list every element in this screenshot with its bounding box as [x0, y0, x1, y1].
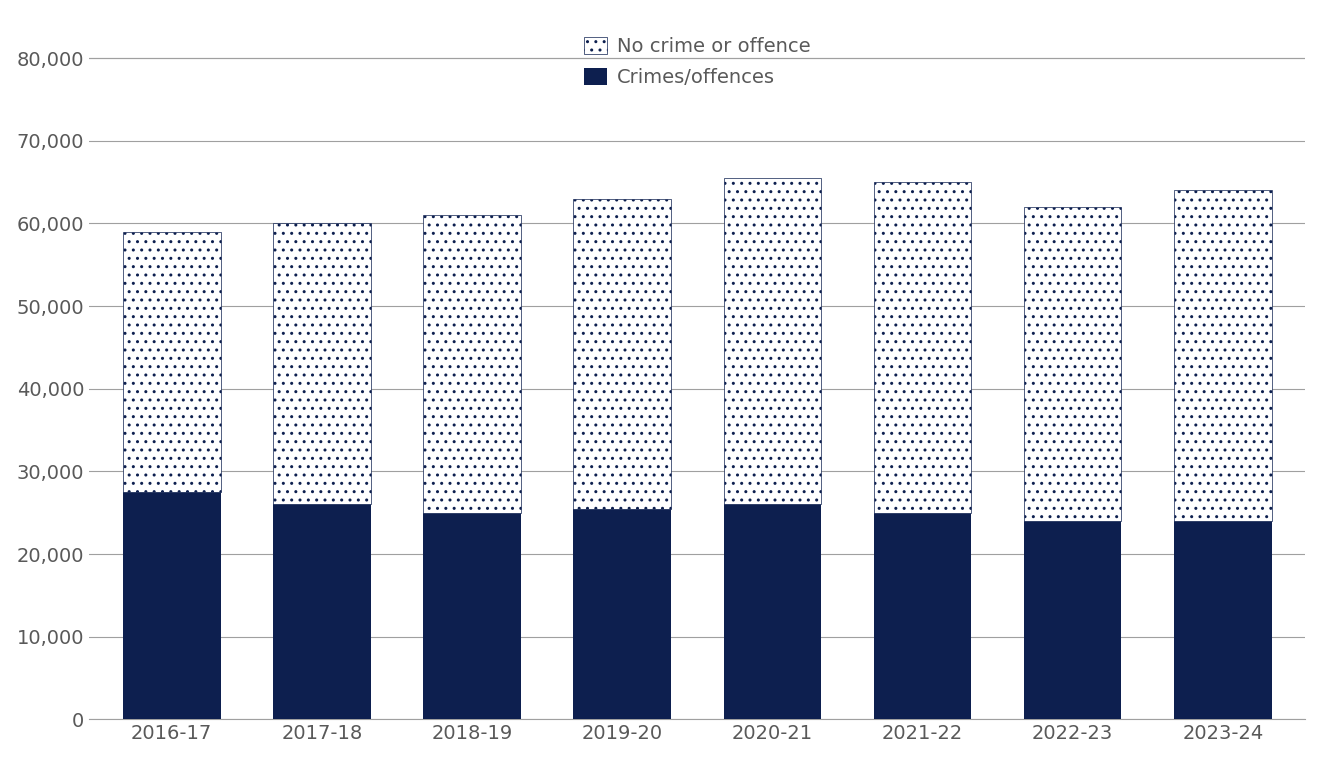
- Legend: No crime or offence, Crimes/offences: No crime or offence, Crimes/offences: [584, 37, 810, 87]
- Bar: [274, 223, 370, 505]
- Bar: [874, 513, 972, 720]
- Bar: [274, 505, 370, 720]
- Bar: [123, 232, 221, 492]
- Bar: [723, 505, 821, 720]
- Bar: [1174, 521, 1272, 720]
- Bar: [1174, 190, 1272, 521]
- Bar: [1023, 521, 1121, 720]
- Bar: [874, 182, 972, 513]
- Bar: [423, 215, 521, 513]
- Bar: [1023, 207, 1121, 521]
- Bar: [723, 178, 821, 505]
- Bar: [423, 513, 521, 720]
- Bar: [574, 198, 672, 508]
- Bar: [123, 492, 221, 720]
- Bar: [574, 508, 672, 720]
